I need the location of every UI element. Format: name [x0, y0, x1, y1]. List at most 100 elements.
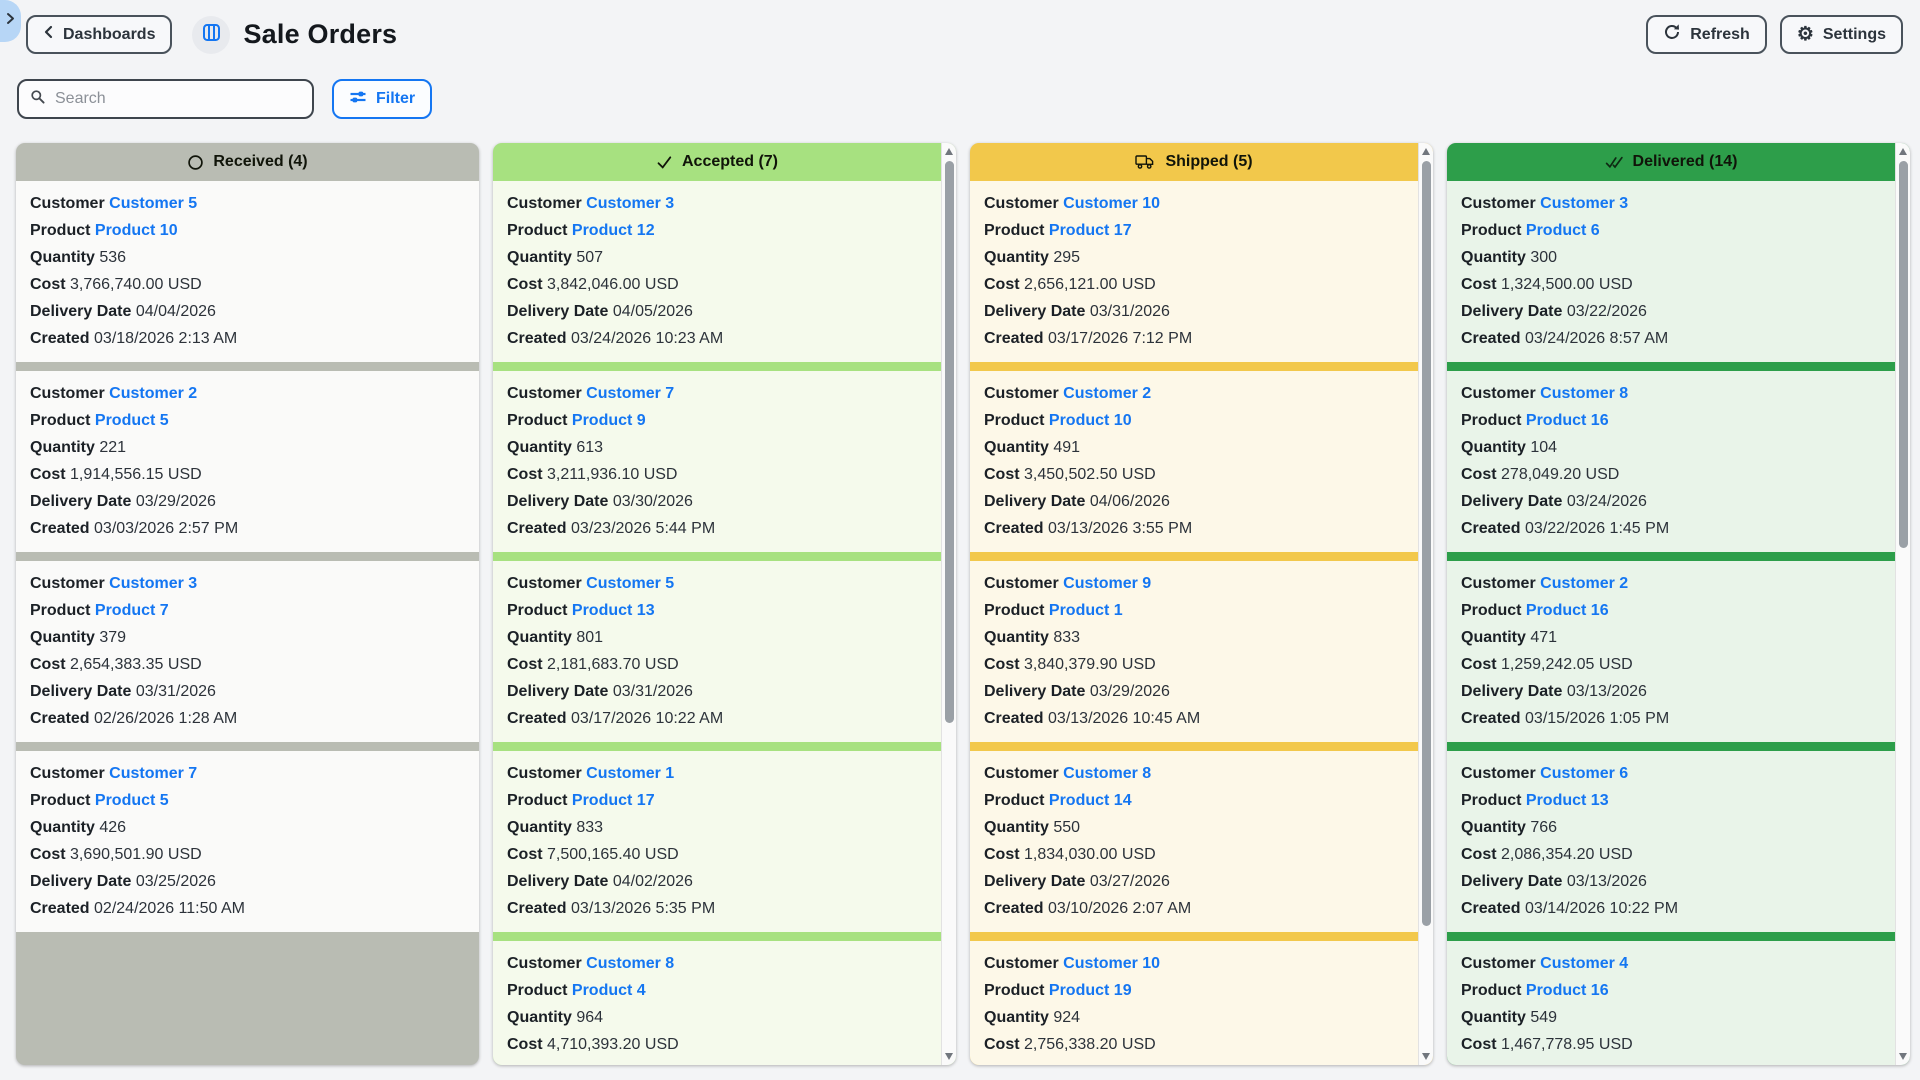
order-card[interactable]: Customer Customer 8Product Product 14Qua…: [970, 751, 1418, 932]
scrollbar-thumb[interactable]: [1899, 161, 1908, 548]
product-link[interactable]: Product 4: [572, 982, 646, 999]
filter-button[interactable]: Filter: [332, 79, 432, 119]
card-field-delivery_date: Delivery Date 03/24/2026: [1461, 488, 1881, 515]
field-label: Quantity: [30, 629, 95, 646]
customer-link[interactable]: Customer 7: [586, 385, 674, 402]
order-card[interactable]: Customer Customer 6Product Product 13Qua…: [1447, 751, 1895, 932]
card-field-cost: Cost 278,049.20 USD: [1461, 461, 1881, 488]
order-card[interactable]: Customer Customer 3Product Product 7Quan…: [16, 561, 479, 742]
product-link[interactable]: Product 6: [1526, 222, 1600, 239]
order-card[interactable]: Customer Customer 2Product Product 16Qua…: [1447, 561, 1895, 742]
dashboards-back-button[interactable]: Dashboards: [26, 15, 172, 54]
product-link[interactable]: Product 13: [572, 602, 655, 619]
card-field-created: Created 03/14/2026 10:22 PM: [1461, 895, 1881, 922]
product-link[interactable]: Product 17: [572, 792, 655, 809]
column-scrollbar[interactable]: [1418, 143, 1433, 1065]
column-header: Accepted (7): [493, 143, 941, 181]
product-link[interactable]: Product 13: [1526, 792, 1609, 809]
field-label: Product: [30, 792, 90, 809]
customer-link[interactable]: Customer 8: [1063, 765, 1151, 782]
refresh-button[interactable]: Refresh: [1646, 15, 1767, 54]
customer-link[interactable]: Customer 2: [1540, 575, 1628, 592]
customer-link[interactable]: Customer 1: [586, 765, 674, 782]
product-link[interactable]: Product 10: [1049, 412, 1132, 429]
delivery_date-value: 03/31/2026: [613, 683, 693, 700]
search-box[interactable]: [17, 79, 314, 119]
field-label: Created: [30, 330, 90, 347]
order-card[interactable]: Customer Customer 3Product Product 6Quan…: [1447, 181, 1895, 362]
field-label: Delivery Date: [1461, 303, 1562, 320]
scroll-up-arrow-icon[interactable]: [1422, 148, 1430, 155]
product-link[interactable]: Product 17: [1049, 222, 1132, 239]
card-field-cost: Cost 1,259,242.05 USD: [1461, 651, 1881, 678]
customer-link[interactable]: Customer 3: [586, 195, 674, 212]
card-field-product: Product Product 13: [1461, 787, 1881, 814]
quantity-value: 549: [1530, 1009, 1557, 1026]
customer-link[interactable]: Customer 8: [1540, 385, 1628, 402]
order-card[interactable]: Customer Customer 8Product Product 4Quan…: [493, 941, 941, 1065]
scrollbar-thumb[interactable]: [1422, 161, 1431, 926]
scroll-up-arrow-icon[interactable]: [1899, 148, 1907, 155]
order-card[interactable]: Customer Customer 7Product Product 9Quan…: [493, 371, 941, 552]
order-card[interactable]: Customer Customer 7Product Product 5Quan…: [16, 751, 479, 932]
card-field-product: Product Product 17: [984, 217, 1404, 244]
product-link[interactable]: Product 16: [1526, 982, 1609, 999]
order-card[interactable]: Customer Customer 10Product Product 17Qu…: [970, 181, 1418, 362]
card-field-cost: Cost 1,324,500.00 USD: [1461, 271, 1881, 298]
order-card[interactable]: Customer Customer 1Product Product 17Qua…: [493, 751, 941, 932]
order-card[interactable]: Customer Customer 3Product Product 12Qua…: [493, 181, 941, 362]
scroll-down-arrow-icon[interactable]: [1422, 1053, 1430, 1060]
scrollbar-thumb[interactable]: [945, 161, 954, 723]
cost-value: 3,450,502.50 USD: [1024, 466, 1156, 483]
product-link[interactable]: Product 16: [1526, 602, 1609, 619]
customer-link[interactable]: Customer 8: [586, 955, 674, 972]
customer-link[interactable]: Customer 5: [586, 575, 674, 592]
product-link[interactable]: Product 19: [1049, 982, 1132, 999]
product-link[interactable]: Product 5: [95, 412, 169, 429]
delivery_date-value: 03/13/2026: [1567, 873, 1647, 890]
product-link[interactable]: Product 1: [1049, 602, 1123, 619]
quantity-value: 536: [99, 249, 126, 266]
column-scrollbar[interactable]: [941, 143, 956, 1065]
order-card[interactable]: Customer Customer 2Product Product 5Quan…: [16, 371, 479, 552]
scroll-down-arrow-icon[interactable]: [945, 1053, 953, 1060]
field-label: Cost: [1461, 1036, 1497, 1053]
product-link[interactable]: Product 9: [572, 412, 646, 429]
customer-link[interactable]: Customer 9: [1063, 575, 1151, 592]
card-field-cost: Cost 2,181,683.70 USD: [507, 651, 927, 678]
product-link[interactable]: Product 10: [95, 222, 178, 239]
order-card[interactable]: Customer Customer 5Product Product 10Qua…: [16, 181, 479, 362]
product-link[interactable]: Product 16: [1526, 412, 1609, 429]
customer-link[interactable]: Customer 10: [1063, 955, 1160, 972]
product-link[interactable]: Product 14: [1049, 792, 1132, 809]
card-field-quantity: Quantity 491: [984, 434, 1404, 461]
product-link[interactable]: Product 7: [95, 602, 169, 619]
settings-button[interactable]: ⚙ Settings: [1780, 15, 1903, 54]
order-card[interactable]: Customer Customer 10Product Product 19Qu…: [970, 941, 1418, 1065]
order-card[interactable]: Customer Customer 2Product Product 10Qua…: [970, 371, 1418, 552]
customer-link[interactable]: Customer 10: [1063, 195, 1160, 212]
customer-link[interactable]: Customer 3: [1540, 195, 1628, 212]
card-field-product: Product Product 16: [1461, 977, 1881, 1004]
product-link[interactable]: Product 5: [95, 792, 169, 809]
customer-link[interactable]: Customer 4: [1540, 955, 1628, 972]
customer-link[interactable]: Customer 3: [109, 575, 197, 592]
customer-link[interactable]: Customer 7: [109, 765, 197, 782]
scroll-up-arrow-icon[interactable]: [945, 148, 953, 155]
search-input[interactable]: [53, 89, 301, 109]
field-label: Customer: [30, 385, 105, 402]
created-value: 03/15/2026 1:05 PM: [1525, 710, 1669, 727]
product-link[interactable]: Product 12: [572, 222, 655, 239]
scroll-down-arrow-icon[interactable]: [1899, 1053, 1907, 1060]
customer-link[interactable]: Customer 5: [109, 195, 197, 212]
field-label: Customer: [984, 195, 1059, 212]
order-card[interactable]: Customer Customer 4Product Product 16Qua…: [1447, 941, 1895, 1065]
column-scrollbar[interactable]: [1895, 143, 1910, 1065]
order-card[interactable]: Customer Customer 9Product Product 1Quan…: [970, 561, 1418, 742]
customer-link[interactable]: Customer 2: [1063, 385, 1151, 402]
order-card[interactable]: Customer Customer 8Product Product 16Qua…: [1447, 371, 1895, 552]
customer-link[interactable]: Customer 2: [109, 385, 197, 402]
customer-link[interactable]: Customer 6: [1540, 765, 1628, 782]
field-label: Delivery Date: [984, 303, 1085, 320]
order-card[interactable]: Customer Customer 5Product Product 13Qua…: [493, 561, 941, 742]
